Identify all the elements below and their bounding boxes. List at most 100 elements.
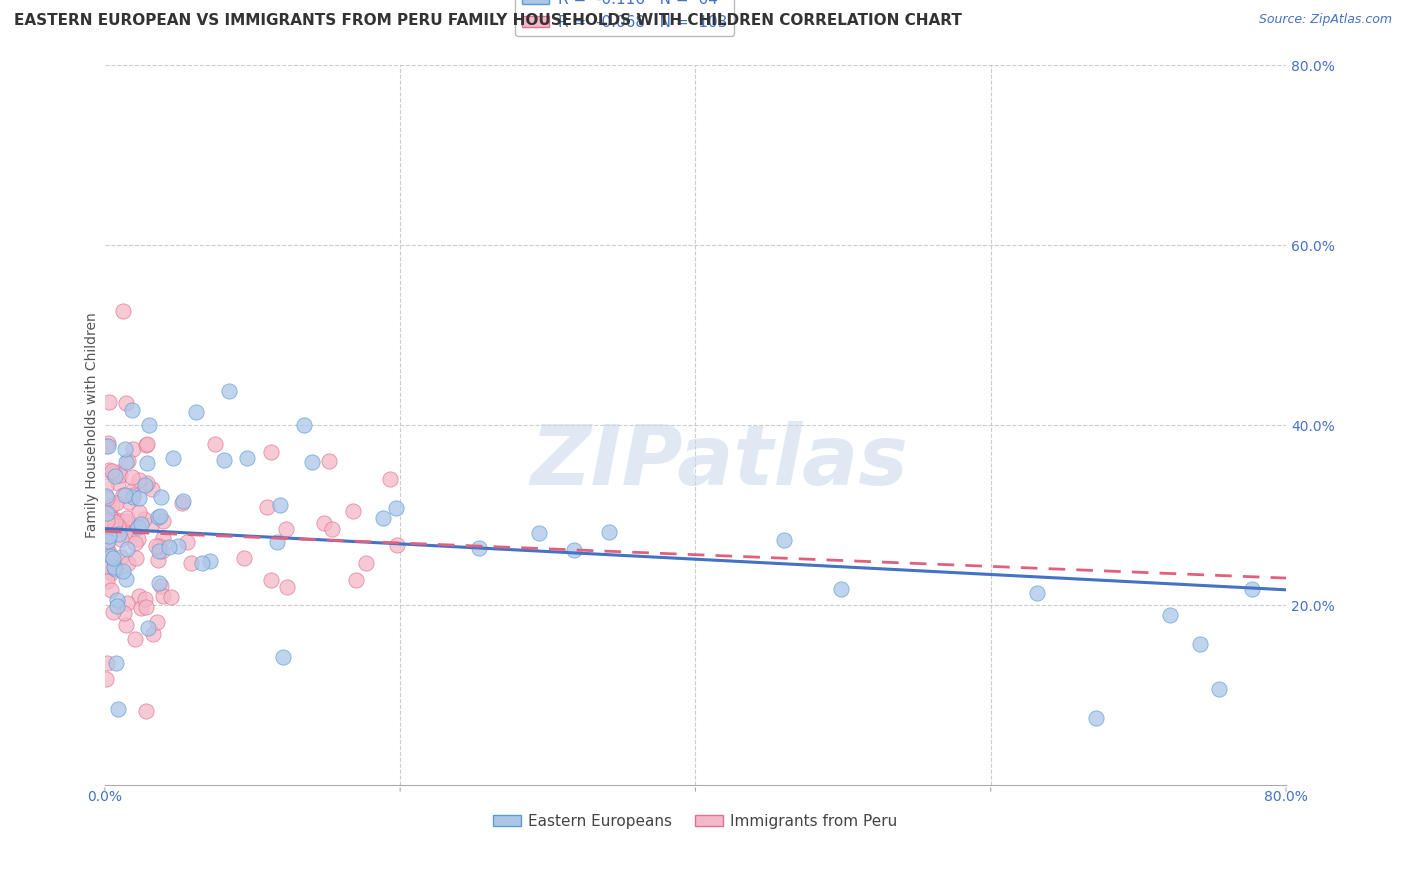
Point — [166, 539, 188, 553]
Point — [134, 592, 156, 607]
Point — [148, 539, 170, 553]
Point — [204, 436, 226, 450]
Point — [122, 488, 145, 502]
Point — [114, 488, 136, 502]
Point — [114, 442, 136, 456]
Point — [108, 465, 131, 479]
Point — [104, 515, 127, 529]
Point — [121, 490, 143, 504]
Point — [117, 453, 139, 467]
Point — [114, 618, 136, 632]
Point — [117, 556, 139, 570]
Point — [112, 607, 135, 621]
Point — [266, 534, 288, 549]
Point — [132, 512, 155, 526]
Point — [124, 632, 146, 646]
Text: ZIPatlas: ZIPatlas — [530, 421, 908, 501]
Point — [121, 519, 143, 533]
Point — [162, 450, 184, 465]
Point — [103, 513, 125, 527]
Point — [110, 549, 132, 564]
Point — [212, 452, 235, 467]
Point — [96, 533, 118, 548]
Point — [97, 439, 120, 453]
Point — [1188, 637, 1211, 651]
Point — [378, 471, 401, 485]
Point — [233, 550, 256, 565]
Point — [124, 535, 146, 549]
Point — [385, 538, 408, 552]
Point — [149, 509, 172, 524]
Point — [115, 572, 138, 586]
Point — [191, 556, 214, 570]
Point — [135, 438, 157, 452]
Point — [96, 557, 118, 571]
Point — [135, 599, 157, 614]
Point — [121, 403, 143, 417]
Point — [97, 508, 120, 522]
Point — [96, 489, 118, 503]
Point — [104, 657, 127, 671]
Point — [96, 672, 118, 686]
Point — [100, 549, 122, 563]
Point — [111, 303, 134, 318]
Text: Source: ZipAtlas.com: Source: ZipAtlas.com — [1258, 13, 1392, 27]
Point — [103, 524, 125, 538]
Point — [107, 518, 129, 533]
Point — [146, 615, 169, 629]
Point — [125, 550, 148, 565]
Point — [115, 511, 138, 525]
Point — [128, 491, 150, 505]
Point — [111, 564, 134, 578]
Point — [468, 541, 491, 555]
Point — [292, 418, 315, 433]
Point — [269, 498, 291, 512]
Point — [136, 621, 159, 635]
Point — [141, 516, 163, 531]
Point — [111, 522, 134, 536]
Point — [149, 579, 172, 593]
Point — [127, 532, 149, 546]
Point — [145, 539, 167, 553]
Point — [235, 451, 257, 466]
Point — [100, 510, 122, 524]
Point — [342, 504, 364, 518]
Point — [321, 522, 343, 536]
Point — [98, 519, 121, 533]
Point — [97, 395, 120, 409]
Point — [103, 605, 125, 619]
Point — [111, 488, 134, 502]
Point — [135, 705, 157, 719]
Point — [152, 589, 174, 603]
Point — [128, 473, 150, 487]
Point — [115, 396, 138, 410]
Point — [108, 526, 131, 541]
Point — [98, 546, 121, 560]
Point — [136, 456, 159, 470]
Point — [318, 454, 340, 468]
Point — [136, 437, 159, 451]
Point — [96, 656, 118, 670]
Point — [97, 529, 120, 543]
Point — [180, 556, 202, 570]
Point — [115, 542, 138, 557]
Point — [260, 574, 283, 588]
Point — [256, 500, 278, 515]
Point — [148, 576, 170, 591]
Point — [148, 543, 170, 558]
Point — [274, 522, 297, 536]
Point — [1085, 711, 1108, 725]
Point — [142, 627, 165, 641]
Point — [108, 467, 131, 482]
Point — [107, 702, 129, 716]
Point — [373, 510, 395, 524]
Point — [98, 463, 121, 477]
Point — [276, 580, 298, 594]
Point — [96, 491, 118, 505]
Point — [152, 514, 174, 528]
Point — [138, 417, 160, 432]
Point — [127, 520, 149, 534]
Point — [96, 541, 118, 556]
Point — [200, 553, 222, 567]
Point — [114, 514, 136, 528]
